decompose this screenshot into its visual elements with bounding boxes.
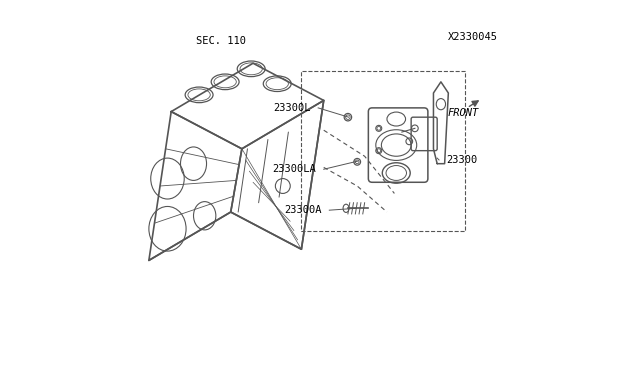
Text: 23300A: 23300A (284, 205, 322, 215)
Text: FRONT: FRONT (447, 109, 479, 118)
Text: SEC. 110: SEC. 110 (196, 36, 246, 46)
Text: 23300: 23300 (447, 155, 477, 165)
Text: 23300L: 23300L (273, 103, 310, 113)
Text: X2330045: X2330045 (447, 32, 497, 42)
Text: 23300LA: 23300LA (273, 164, 316, 174)
